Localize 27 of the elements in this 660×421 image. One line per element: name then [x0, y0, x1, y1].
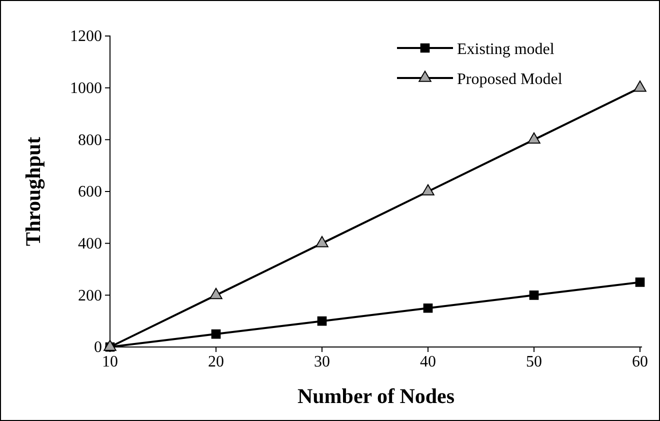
- point: [422, 184, 434, 196]
- y-tick-label: 200: [78, 287, 102, 304]
- point: [529, 290, 539, 300]
- point: [211, 329, 221, 339]
- y-tick-label: 600: [78, 184, 102, 201]
- point: [528, 132, 540, 144]
- point: [317, 316, 327, 326]
- x-tick-label: 60: [632, 353, 648, 370]
- point: [210, 288, 222, 300]
- legend-label: Proposed Model: [457, 71, 563, 88]
- y-tick-label: 1000: [70, 80, 102, 97]
- y-tick-label: 800: [78, 132, 102, 149]
- x-tick-label: 30: [314, 353, 330, 370]
- y-tick-label: 400: [78, 235, 102, 252]
- point: [316, 236, 328, 248]
- x-axis-title: Number of Nodes: [297, 384, 455, 408]
- x-tick-label: 10: [102, 353, 118, 370]
- legend-label: Existing model: [457, 41, 555, 58]
- y-tick-label: 1200: [70, 28, 102, 46]
- y-axis-title: Throughput: [21, 136, 45, 246]
- x-tick-label: 50: [526, 353, 542, 370]
- point: [423, 303, 433, 313]
- point: [635, 278, 645, 287]
- x-tick-label: 40: [420, 353, 436, 370]
- x-tick-label: 20: [208, 353, 224, 370]
- point: [634, 80, 646, 92]
- y-tick-label: 0: [94, 339, 102, 356]
